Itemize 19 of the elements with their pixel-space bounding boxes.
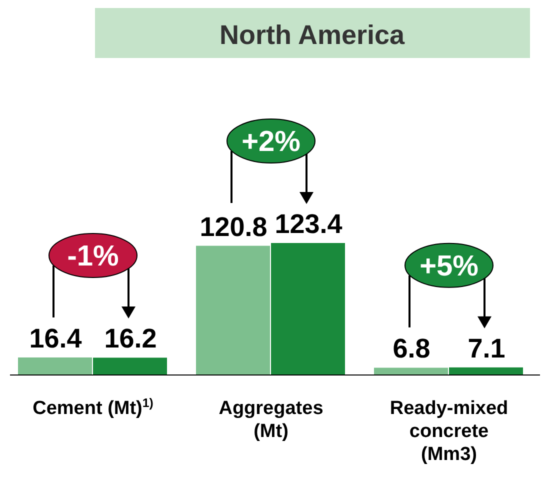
annotation: -1% xyxy=(67,240,119,272)
x-tick-label: Ready-mixed concrete (Mm3) xyxy=(390,398,508,465)
data-label: 120.8 xyxy=(200,212,268,242)
data-label: 6.8 xyxy=(392,334,430,364)
data-label: 123.4 xyxy=(274,209,342,239)
annotation: +5% xyxy=(420,250,479,282)
data-label: 16.4 xyxy=(29,323,82,354)
data-label: 16.2 xyxy=(104,324,157,354)
bar xyxy=(271,243,345,375)
bar xyxy=(93,358,167,375)
x-tick-label: Cement (Mt)$^{1)}$ xyxy=(32,396,154,419)
bar xyxy=(18,357,92,375)
data-label: 7.1 xyxy=(468,333,506,364)
x-tick-label: Aggregates (Mt) xyxy=(218,398,324,442)
bar xyxy=(449,367,523,375)
bar xyxy=(196,246,270,375)
chart-title: North America xyxy=(219,20,406,50)
text: +2% xyxy=(242,126,301,158)
bar xyxy=(374,368,448,375)
